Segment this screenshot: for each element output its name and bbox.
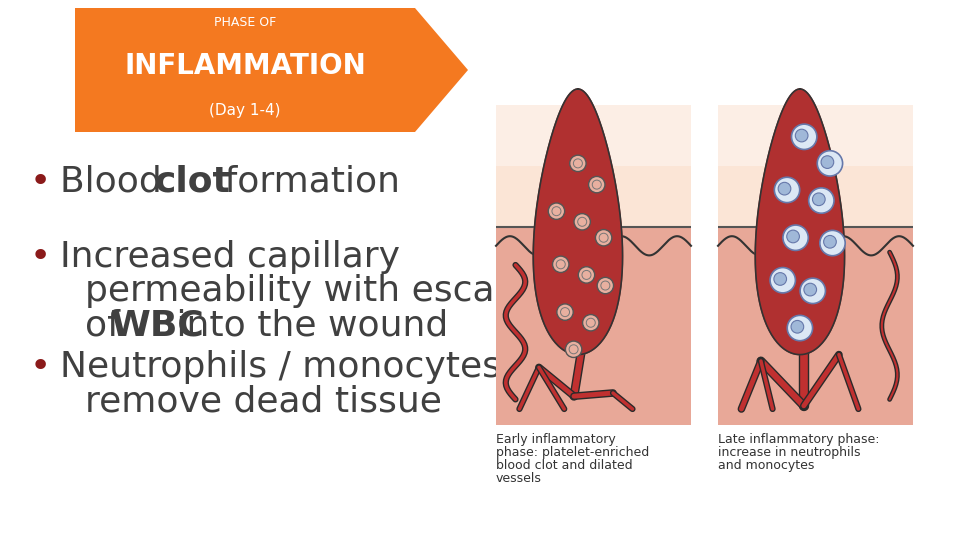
Text: Late inflammatory phase:: Late inflammatory phase:: [718, 433, 879, 446]
Polygon shape: [75, 8, 468, 132]
Polygon shape: [756, 89, 845, 355]
Circle shape: [774, 273, 786, 285]
Polygon shape: [533, 89, 622, 355]
Circle shape: [795, 129, 808, 142]
Circle shape: [817, 151, 843, 176]
Text: •: •: [30, 165, 51, 199]
Circle shape: [583, 314, 599, 331]
Circle shape: [804, 284, 817, 296]
Text: formation: formation: [213, 165, 400, 199]
Text: blood clot and dilated: blood clot and dilated: [496, 459, 633, 472]
Circle shape: [557, 304, 573, 320]
Text: Early inflammatory: Early inflammatory: [496, 433, 615, 446]
Circle shape: [783, 225, 808, 251]
Bar: [496, 227, 691, 425]
Circle shape: [588, 177, 605, 193]
Bar: [496, 105, 691, 166]
Circle shape: [812, 193, 826, 206]
Circle shape: [565, 341, 582, 357]
Text: •: •: [30, 350, 51, 384]
Text: INFLAMMATION: INFLAMMATION: [124, 52, 366, 80]
Circle shape: [553, 256, 569, 273]
Text: increase in neutrophils: increase in neutrophils: [718, 446, 860, 459]
Text: permeability with escape: permeability with escape: [85, 274, 540, 308]
Circle shape: [820, 231, 845, 256]
Circle shape: [787, 315, 812, 341]
Circle shape: [791, 320, 804, 333]
Circle shape: [569, 155, 587, 172]
Text: vessels: vessels: [496, 472, 541, 485]
Circle shape: [595, 230, 612, 246]
Text: PHASE OF: PHASE OF: [214, 16, 276, 29]
Circle shape: [574, 214, 590, 230]
Text: Blood: Blood: [60, 165, 173, 199]
Circle shape: [548, 203, 564, 219]
Circle shape: [808, 188, 834, 213]
Text: of: of: [85, 308, 132, 342]
Bar: [718, 105, 913, 227]
Text: and monocytes: and monocytes: [718, 459, 814, 472]
Circle shape: [824, 235, 836, 248]
Text: Increased capillary: Increased capillary: [60, 240, 400, 274]
Circle shape: [578, 267, 594, 283]
Text: Neutrophils / monocytes: Neutrophils / monocytes: [60, 350, 501, 384]
Text: remove dead tissue: remove dead tissue: [85, 384, 442, 418]
Text: (Day 1-4): (Day 1-4): [209, 103, 280, 118]
Circle shape: [597, 278, 613, 294]
Circle shape: [779, 183, 791, 195]
Circle shape: [821, 156, 833, 168]
Text: into the wound: into the wound: [165, 308, 448, 342]
Circle shape: [800, 278, 826, 303]
Bar: [718, 227, 913, 425]
Text: clot: clot: [155, 165, 230, 199]
Bar: [496, 105, 691, 227]
Circle shape: [775, 177, 800, 202]
Text: WBC: WBC: [111, 308, 204, 342]
Circle shape: [791, 124, 817, 150]
Circle shape: [787, 230, 800, 243]
Text: •: •: [30, 240, 51, 274]
Text: phase: platelet-enriched: phase: platelet-enriched: [496, 446, 649, 459]
Bar: [718, 105, 913, 166]
Circle shape: [770, 267, 796, 293]
